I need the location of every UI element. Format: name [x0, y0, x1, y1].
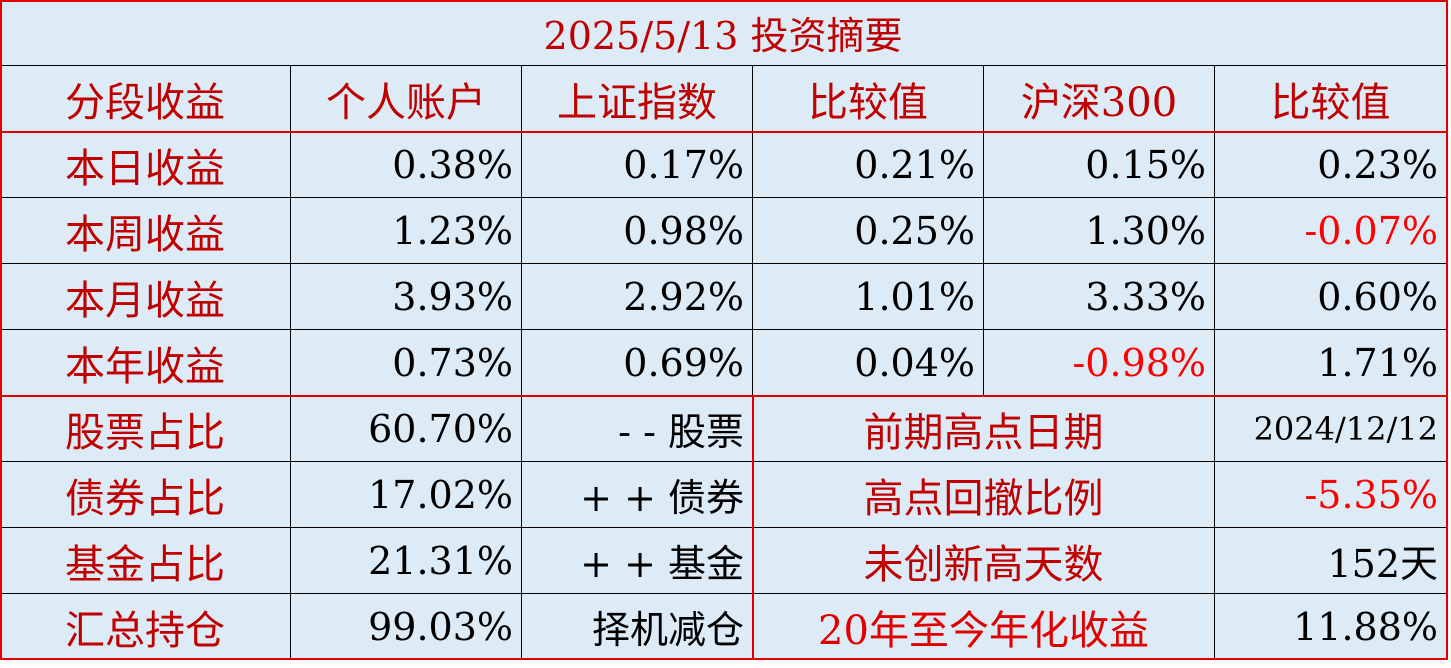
value: 0.21% [753, 132, 984, 198]
row-label: 本周收益 [0, 198, 291, 264]
title: 2025/5/13 投资摘要 [0, 0, 1447, 66]
row-label: 本年收益 [0, 330, 291, 396]
value: 0.17% [522, 132, 753, 198]
metric-label: 高点回撤比例 [753, 462, 1215, 528]
metric-label: 20年至今年化收益 [753, 594, 1215, 660]
row-label: 汇总持仓 [0, 594, 291, 660]
value: 1.01% [753, 264, 984, 330]
note: - - 股票 [522, 396, 753, 462]
row-label: 债券占比 [0, 462, 291, 528]
row-label: 本月收益 [0, 264, 291, 330]
metric-label: 未创新高天数 [753, 528, 1215, 594]
value: 3.33% [984, 264, 1215, 330]
red-border [0, 658, 1448, 660]
value: 0.60% [1215, 264, 1447, 330]
value: 21.31% [291, 528, 522, 594]
value: 17.02% [291, 462, 522, 528]
value: 2.92% [522, 264, 753, 330]
value: 0.69% [522, 330, 753, 396]
value: 0.23% [1215, 132, 1447, 198]
value: 1.71% [1215, 330, 1447, 396]
value: 0.25% [753, 198, 984, 264]
value: 3.93% [291, 264, 522, 330]
value: 0.04% [753, 330, 984, 396]
column-header: 个人账户 [291, 66, 522, 132]
metric-value: 2024/12/12 [1215, 396, 1447, 462]
column-header: 比较值 [753, 66, 984, 132]
red-border [752, 396, 754, 660]
note: 择机减仓 [522, 594, 753, 660]
value: 99.03% [291, 594, 522, 660]
row-label: 股票占比 [0, 396, 291, 462]
column-header: 分段收益 [0, 66, 291, 132]
red-border [0, 395, 1448, 397]
value: 1.30% [984, 198, 1215, 264]
metric-value: 11.88% [1215, 594, 1447, 660]
red-border [0, 0, 1448, 2]
metric-value: 152天 [1215, 528, 1447, 594]
column-header: 比较值 [1215, 66, 1447, 132]
value: 0.38% [291, 132, 522, 198]
column-header: 上证指数 [522, 66, 753, 132]
value: 0.98% [522, 198, 753, 264]
metric-label: 前期高点日期 [753, 396, 1215, 462]
value: -0.07% [1215, 198, 1447, 264]
red-border [0, 131, 1448, 133]
row-label: 本日收益 [0, 132, 291, 198]
value: 60.70% [291, 396, 522, 462]
note: + + 债券 [522, 462, 753, 528]
value: 0.73% [291, 330, 522, 396]
value: -0.98% [984, 330, 1215, 396]
row-label: 基金占比 [0, 528, 291, 594]
red-border [0, 0, 2, 660]
value: 1.23% [291, 198, 522, 264]
column-header: 沪深300 [984, 66, 1215, 132]
metric-value: -5.35% [1215, 462, 1447, 528]
value: 0.15% [984, 132, 1215, 198]
note: + + 基金 [522, 528, 753, 594]
red-border [1446, 0, 1448, 660]
